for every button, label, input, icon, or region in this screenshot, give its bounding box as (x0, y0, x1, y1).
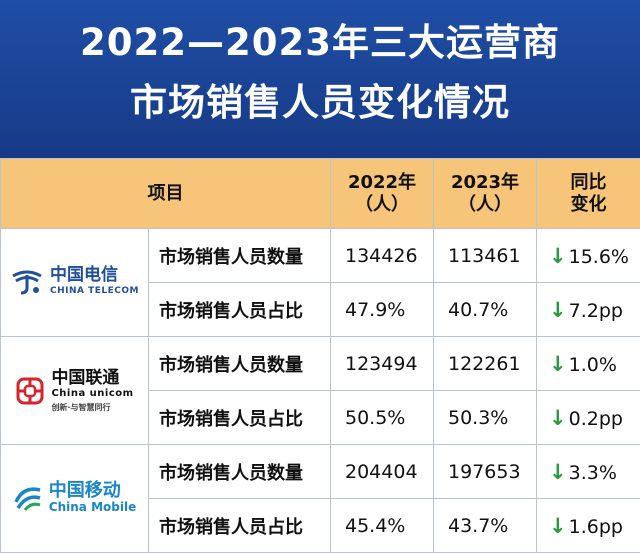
yoy-change: ↓15.6% (537, 229, 640, 283)
yoy-change: ↓3.3% (537, 445, 640, 499)
value-2022: 47.9% (331, 283, 434, 337)
yoy-value: 0.2pp (569, 408, 623, 430)
title-banner: 2022—2023年三大运营商 市场销售人员变化情况 (0, 0, 640, 158)
down-arrow-icon: ↓ (549, 406, 567, 430)
logo-en-telecom: CHINA TELECOM (50, 285, 139, 297)
yoy-change: ↓0.2pp (537, 391, 640, 445)
down-arrow-icon: ↓ (549, 298, 567, 322)
value-2022: 50.5% (331, 391, 434, 445)
down-arrow-icon: ↓ (549, 352, 567, 376)
value-2023: 40.7% (434, 283, 537, 337)
header-yoy: 同比 变化 (537, 159, 640, 229)
sales-staff-table: 项目 2022年 （人） 2023年 （人） 同比 变化 (0, 158, 640, 553)
table-header-row: 项目 2022年 （人） 2023年 （人） 同比 变化 (1, 159, 640, 229)
yoy-value: 15.6% (569, 246, 629, 268)
value-2022: 134426 (331, 229, 434, 283)
yoy-change: ↓1.0% (537, 337, 640, 391)
metric-label: 市场销售人员占比 (149, 283, 331, 337)
yoy-value: 1.0% (569, 354, 617, 376)
china-mobile-swoosh-icon (13, 482, 43, 512)
yoy-value: 3.3% (569, 462, 617, 484)
value-2023: 197653 (434, 445, 537, 499)
logo-slogan-unicom: 创新·与智慧同行 (51, 402, 110, 413)
china-telecom-emblem-icon (10, 266, 44, 296)
china-telecom-logo: 中国电信 CHINA TELECOM (1, 229, 149, 337)
metric-label: 市场销售人员数量 (149, 445, 331, 499)
table-row: 中国移动 China Mobile 市场销售人员数量 204404 197653… (1, 445, 640, 499)
value-2023: 43.7% (434, 499, 537, 553)
logo-cn-telecom: 中国电信 (50, 265, 118, 285)
yoy-value: 1.6pp (569, 516, 623, 538)
china-unicom-knot-icon (15, 376, 45, 406)
metric-label: 市场销售人员数量 (149, 337, 331, 391)
value-2023: 113461 (434, 229, 537, 283)
table-row: 中国电信 CHINA TELECOM 市场销售人员数量 134426 11346… (1, 229, 640, 283)
header-2022: 2022年 （人） (331, 159, 434, 229)
down-arrow-icon: ↓ (549, 514, 567, 538)
header-yoy-line2: 变化 (537, 194, 640, 216)
yoy-change: ↓1.6pp (537, 499, 640, 553)
metric-label: 市场销售人员占比 (149, 499, 331, 553)
value-2023: 50.3% (434, 391, 537, 445)
yoy-value: 7.2pp (569, 300, 623, 322)
logo-en-unicom: China unicom (51, 388, 133, 400)
header-item: 项目 (1, 159, 331, 229)
value-2023: 122261 (434, 337, 537, 391)
yoy-change: ↓7.2pp (537, 283, 640, 337)
value-2022: 123494 (331, 337, 434, 391)
metric-label: 市场销售人员数量 (149, 229, 331, 283)
logo-cn-mobile: 中国移动 (49, 481, 121, 501)
header-2023: 2023年 （人） (434, 159, 537, 229)
value-2022: 45.4% (331, 499, 434, 553)
table-row: 中国联通 China unicom 创新·与智慧同行 市场销售人员数量 1234… (1, 337, 640, 391)
down-arrow-icon: ↓ (549, 460, 567, 484)
china-unicom-logo: 中国联通 China unicom 创新·与智慧同行 (1, 337, 149, 445)
metric-label: 市场销售人员占比 (149, 391, 331, 445)
down-arrow-icon: ↓ (549, 244, 567, 268)
logo-en-mobile: China Mobile (49, 501, 136, 513)
title-line-1: 2022—2023年三大运营商 (0, 20, 640, 66)
title-line-2: 市场销售人员变化情况 (0, 80, 640, 126)
header-2023-year: 2023年 (434, 172, 536, 194)
header-yoy-line1: 同比 (537, 172, 640, 194)
value-2022: 204404 (331, 445, 434, 499)
logo-cn-unicom: 中国联通 (51, 368, 119, 388)
china-mobile-logo: 中国移动 China Mobile (1, 445, 149, 553)
header-2022-year: 2022年 (331, 172, 433, 194)
header-2023-unit: （人） (434, 194, 536, 216)
header-2022-unit: （人） (331, 194, 433, 216)
